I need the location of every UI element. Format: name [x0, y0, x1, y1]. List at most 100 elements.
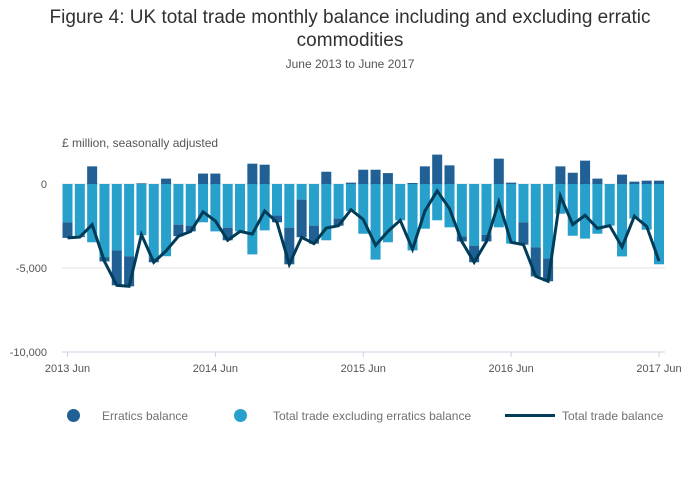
- erratics-bar: [358, 169, 369, 184]
- excl-erratics-bar: [284, 184, 295, 228]
- excl-erratics-bar: [259, 184, 270, 231]
- chart-subtitle: June 2013 to June 2017: [285, 57, 415, 71]
- erratics-bar: [543, 258, 554, 282]
- erratics-bar: [654, 180, 664, 184]
- excl-erratics-bar: [432, 184, 443, 221]
- erratics-bar: [185, 225, 196, 232]
- x-tick-label: 2014 Jun: [193, 363, 238, 375]
- excl-erratics-bar: [530, 184, 541, 248]
- legend-light-circle-icon: [234, 409, 247, 423]
- erratics-bar: [555, 166, 566, 184]
- erratics-bar: [198, 173, 209, 184]
- erratics-bar: [210, 173, 221, 184]
- erratics-bar: [111, 250, 122, 286]
- erratics-bar: [321, 171, 332, 184]
- excl-erratics-bar: [87, 184, 98, 243]
- legend-label: Total trade excluding erratics balance: [273, 408, 472, 423]
- erratics-bar: [580, 160, 591, 184]
- erratics-bar: [284, 227, 295, 265]
- excl-erratics-bar: [185, 184, 196, 226]
- excl-erratics-bar: [358, 184, 369, 234]
- excl-erratics-bar: [111, 184, 122, 251]
- excl-erratics-bar: [629, 184, 640, 219]
- excl-erratics-bar: [407, 184, 418, 251]
- erratics-bar: [407, 182, 418, 184]
- excl-erratics-bar: [444, 184, 455, 228]
- erratics-bar: [469, 245, 480, 263]
- erratics-bar: [506, 182, 517, 184]
- legend-total: Total trade balance: [505, 408, 663, 423]
- y-tick-label: 0: [41, 179, 47, 191]
- excl-erratics-bar: [161, 184, 172, 257]
- erratics-bar: [617, 174, 628, 184]
- excl-erratics-bar: [543, 184, 554, 259]
- excl-erratics-bar: [148, 184, 159, 259]
- erratics-bar: [161, 178, 172, 184]
- legend-line-icon: [505, 414, 555, 418]
- x-tick-label: 2015 Jun: [341, 363, 386, 375]
- erratics-bar: [247, 163, 258, 184]
- total-trade-line: [67, 188, 661, 288]
- erratics-bar: [345, 182, 356, 184]
- excl-erratics-bar: [235, 184, 246, 232]
- excl-erratics-bar: [580, 184, 591, 239]
- excl-erratics-bar: [271, 184, 282, 216]
- excl-erratics-bar: [308, 184, 319, 226]
- y-axis-label: £ million, seasonally adjusted: [62, 136, 219, 150]
- excl-erratics-bar: [604, 184, 615, 226]
- erratics-bar: [493, 158, 504, 184]
- excl-erratics-bar: [481, 184, 492, 235]
- erratics-bar: [259, 164, 270, 184]
- erratics-bar: [271, 215, 282, 223]
- erratics-bar: [518, 222, 529, 245]
- chart-title: Figure 4: UK total trade monthly balance…: [49, 7, 651, 51]
- erratics-bar: [419, 166, 430, 184]
- x-tick-label: 2017 Jun: [636, 363, 681, 375]
- erratics-bar: [629, 181, 640, 184]
- excl-erratics-bar: [370, 184, 381, 260]
- excl-erratics-bar: [382, 184, 393, 243]
- excl-erratics-bar: [654, 184, 664, 265]
- excl-erratics-bar: [419, 184, 430, 229]
- excl-erratics-bar: [321, 184, 332, 241]
- erratics-bar: [530, 247, 541, 277]
- erratics-bar: [641, 180, 652, 184]
- excl-erratics-bar: [124, 184, 135, 257]
- legend-dark-circle-icon: [67, 409, 80, 423]
- erratics-bar: [296, 199, 307, 238]
- excl-erratics-bar: [395, 184, 406, 221]
- excl-erratics-bar: [567, 184, 578, 236]
- legend-excl-erratics: Total trade excluding erratics balance: [234, 408, 471, 423]
- erratics-bar: [567, 172, 578, 184]
- excl-erratics-bar: [210, 184, 221, 232]
- erratics-bar: [308, 225, 319, 244]
- excl-erratics-bar: [456, 184, 467, 237]
- erratics-bar: [444, 165, 455, 184]
- erratics-bar: [62, 222, 73, 238]
- excl-erratics-bar: [592, 184, 603, 234]
- excl-erratics-bar: [99, 184, 110, 258]
- excl-erratics-bar: [247, 184, 258, 255]
- excl-erratics-bar: [62, 184, 73, 223]
- excl-erratics-bar: [173, 184, 184, 225]
- y-tick-label: -5,000: [16, 263, 47, 275]
- x-tick-label: 2013 Jun: [45, 363, 90, 375]
- excl-erratics-bar: [469, 184, 480, 246]
- erratics-bar: [333, 218, 344, 226]
- excl-erratics-bar: [74, 184, 85, 236]
- x-tick-label: 2016 Jun: [488, 363, 533, 375]
- erratics-bar: [592, 178, 603, 184]
- excl-erratics-bar: [333, 184, 344, 219]
- erratics-bar: [222, 227, 233, 241]
- excl-erratics-bar: [641, 184, 652, 230]
- legend-label: Total trade balance: [562, 408, 664, 423]
- excl-erratics-bar: [518, 184, 529, 223]
- erratics-bar: [382, 173, 393, 184]
- excl-erratics-bar: [506, 184, 517, 244]
- erratics-bar: [432, 154, 443, 184]
- erratics-bar: [136, 183, 147, 184]
- erratics-bar: [173, 224, 184, 237]
- excl-erratics-bar: [296, 184, 307, 200]
- excl-erratics-bar: [345, 184, 356, 212]
